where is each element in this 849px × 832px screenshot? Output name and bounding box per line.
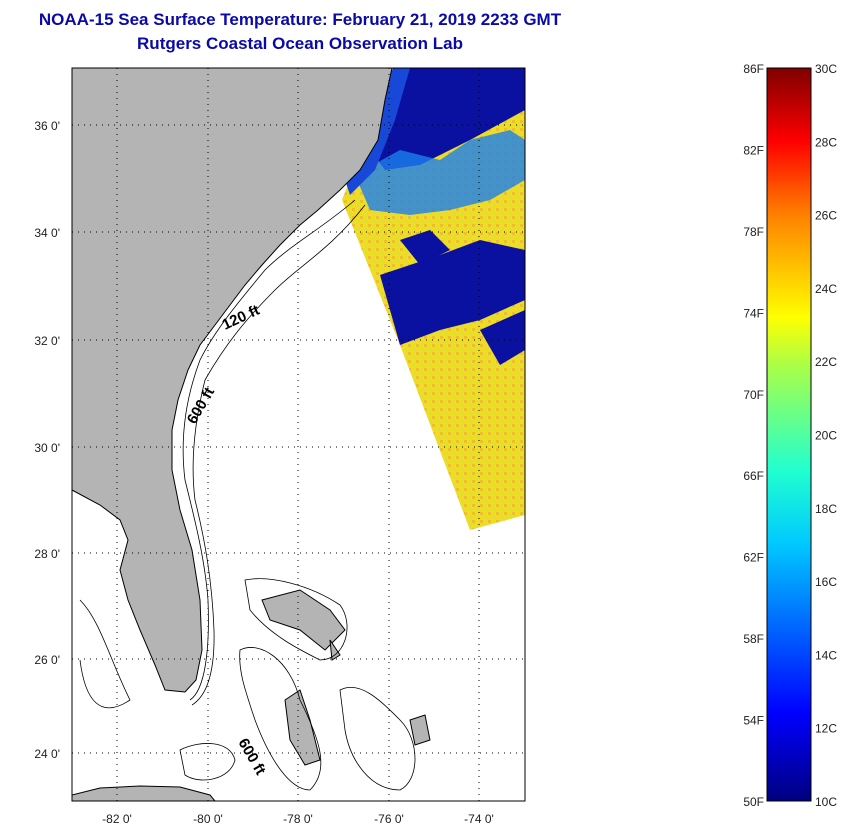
colorbar-f-label: 66F [743, 469, 764, 483]
colorbar-c-label: 20C [815, 429, 837, 443]
land-us-southeast [72, 68, 393, 693]
colorbar [766, 67, 812, 802]
colorbar-c-label: 28C [815, 135, 837, 149]
lat-label: 32 0' [34, 334, 60, 348]
map-title: NOAA-15 Sea Surface Temperature: Februar… [38, 10, 562, 29]
lat-label: 36 0' [34, 119, 60, 133]
lon-label: -74 0' [464, 812, 494, 826]
cool-water-patches [355, 130, 525, 215]
lat-label: 24 0' [34, 747, 60, 761]
colorbar-c-label: 18C [815, 502, 837, 516]
lat-label: 34 0' [34, 226, 60, 240]
colorbar-f-label: 58F [743, 632, 764, 646]
colorbar-c-labels: 30C 28C 26C 24C 22C 20C 18C 16C 14C 12C 10C [815, 62, 837, 809]
longitude-labels: -82 0' -80 0' -78 0' -76 0' -74 0' [102, 812, 494, 826]
colorbar-c-label: 12C [815, 722, 837, 736]
graticule [72, 68, 525, 801]
colorbar-f-label: 54F [743, 714, 764, 728]
colorbar-f-labels: 86F 82F 78F 74F 70F 66F 62F 58F 54F 50F [743, 62, 764, 809]
colorbar-f-label: 78F [743, 225, 764, 239]
colorbar-c-label: 10C [815, 795, 837, 809]
colorbar-c-label: 30C [815, 62, 837, 76]
colorbar-f-label: 82F [743, 143, 764, 157]
lat-label: 28 0' [34, 547, 60, 561]
lon-label: -80 0' [193, 812, 223, 826]
colorbar-c-label: 22C [815, 355, 837, 369]
colorbar-f-label: 70F [743, 388, 764, 402]
lat-label: 30 0' [34, 441, 60, 455]
depth-contours [79, 199, 416, 791]
colorbar-c-label: 16C [815, 575, 837, 589]
colorbar-c-label: 26C [815, 209, 837, 223]
colorbar-f-label: 86F [743, 62, 764, 76]
lon-label: -78 0' [283, 812, 313, 826]
colorbar-f-label: 62F [743, 551, 764, 565]
map-subtitle: Rutgers Coastal Ocean Observation Lab [137, 34, 463, 53]
cold-water-patches [370, 68, 525, 365]
colorbar-c-label: 14C [815, 648, 837, 662]
bahamas [261, 589, 431, 766]
map-frame [71, 67, 526, 802]
colorbar-c-label: 24C [815, 282, 837, 296]
land-cuba [72, 785, 216, 801]
lat-label: 26 0' [34, 653, 60, 667]
lon-label: -76 0' [374, 812, 404, 826]
colorbar-f-label: 74F [743, 306, 764, 320]
latitude-labels: 36 0' 34 0' 32 0' 30 0' 28 0' 26 0' 24 0… [34, 119, 60, 761]
colorbar-f-label: 50F [743, 795, 764, 809]
lon-label: -82 0' [102, 812, 132, 826]
